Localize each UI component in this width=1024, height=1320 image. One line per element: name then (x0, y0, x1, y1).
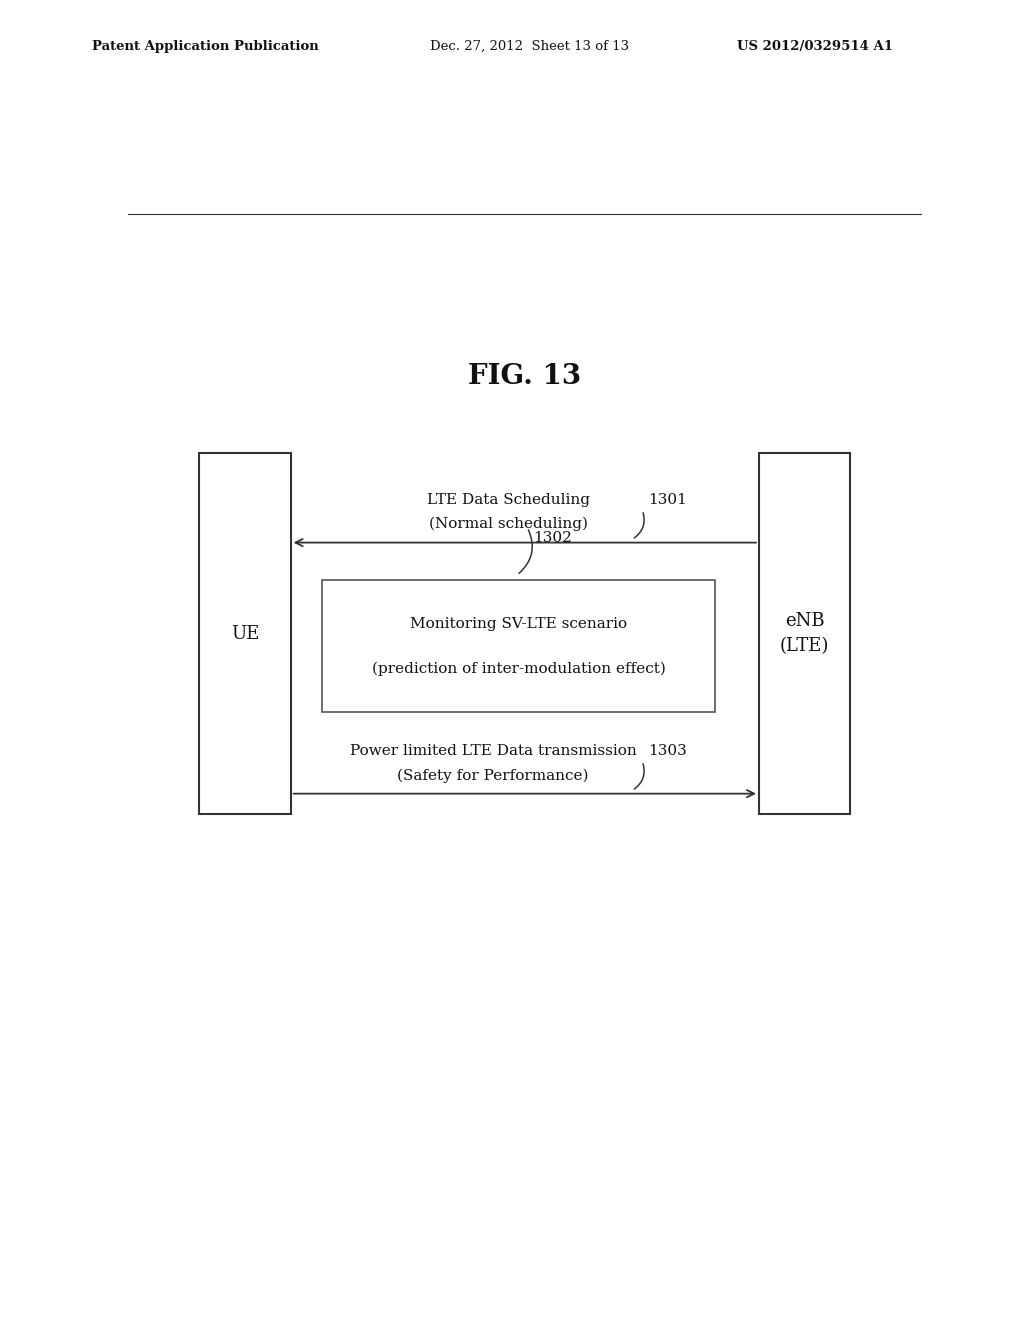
Bar (323, 581, 715, 713)
Text: Patent Application Publication: Patent Application Publication (92, 40, 318, 53)
Text: eNB
(LTE): eNB (LTE) (780, 612, 829, 655)
Text: 1303: 1303 (648, 744, 686, 758)
Text: 1301: 1301 (648, 492, 687, 507)
Text: (Normal scheduling): (Normal scheduling) (429, 517, 589, 532)
Text: FIG. 13: FIG. 13 (468, 363, 582, 391)
Text: 1302: 1302 (532, 531, 571, 545)
Text: Monitoring SV-LTE scenario: Monitoring SV-LTE scenario (411, 616, 628, 631)
Text: Dec. 27, 2012  Sheet 13 of 13: Dec. 27, 2012 Sheet 13 of 13 (430, 40, 629, 53)
Text: Power limited LTE Data transmission: Power limited LTE Data transmission (349, 744, 637, 758)
Text: LTE Data Scheduling: LTE Data Scheduling (427, 492, 591, 507)
Text: (Safety for Performance): (Safety for Performance) (397, 768, 589, 783)
Text: UE: UE (230, 624, 259, 643)
Bar (200, 453, 291, 814)
Text: US 2012/0329514 A1: US 2012/0329514 A1 (737, 40, 893, 53)
Bar (759, 453, 850, 814)
Text: (prediction of inter-modulation effect): (prediction of inter-modulation effect) (372, 661, 666, 676)
